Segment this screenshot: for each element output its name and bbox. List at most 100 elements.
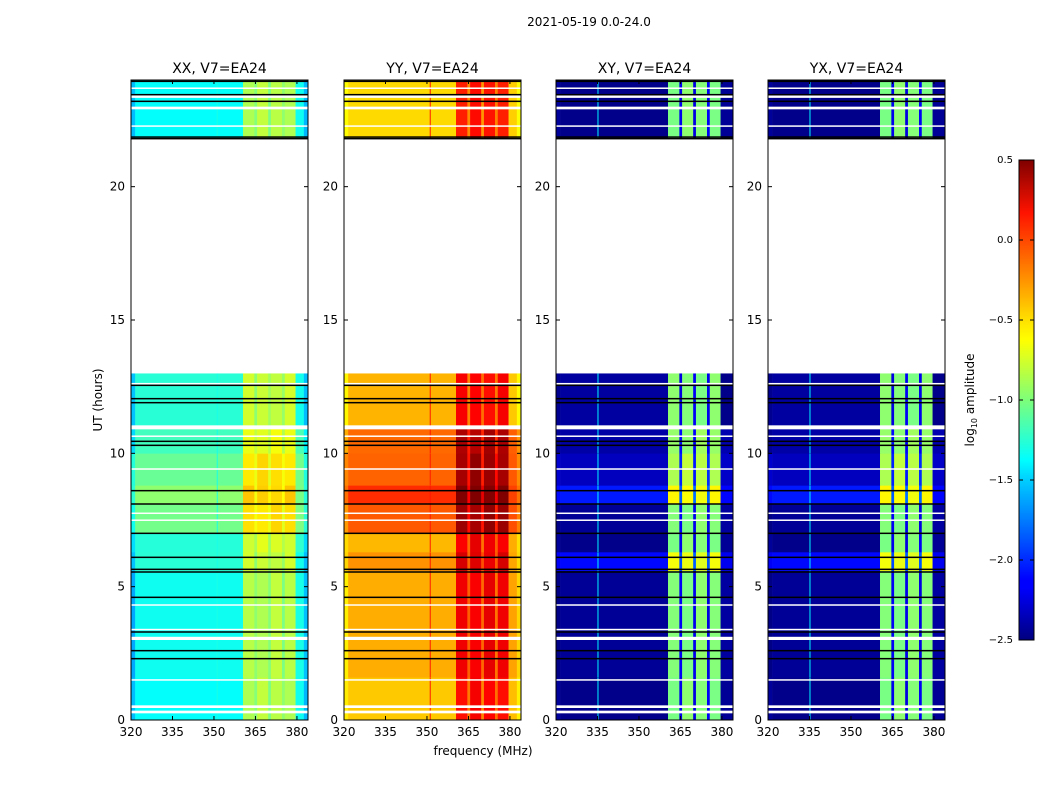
panel-yx: YX, V7=EA24 320 335 350 365 380 0 5 10 15 20: [747, 61, 946, 739]
flagged-gap: [131, 138, 308, 374]
flag-line: [344, 397, 521, 400]
heatmap-cell: [560, 373, 669, 427]
flag-line: [768, 489, 945, 492]
rfi-channel-line: [216, 426, 218, 454]
heatmap-cell: [467, 533, 471, 553]
heatmap-cell: [470, 570, 482, 678]
rfi-channel-line: [809, 426, 811, 454]
heatmap-cell: [456, 373, 468, 427]
heatmap-cell: [707, 373, 711, 427]
flag-line: [131, 631, 308, 633]
heatmap-cell: [679, 677, 683, 721]
flagged-gap: [768, 604, 945, 606]
heatmap-cell: [768, 570, 773, 678]
rfi-channel-line: [809, 552, 811, 571]
heatmap-cell: [932, 677, 942, 721]
heatmap-cell: [295, 426, 305, 454]
x-tick-label: 365: [669, 725, 692, 739]
heatmap-cell: [497, 504, 509, 534]
flag-line: [556, 649, 733, 652]
heatmap-cell: [707, 426, 711, 454]
heatmap-cell: [470, 373, 482, 427]
heatmap-cell: [303, 485, 309, 505]
flagged-gap: [768, 125, 945, 127]
heatmap-cell: [257, 552, 269, 571]
flagged-gap: [556, 425, 733, 430]
heatmap-cell: [668, 677, 680, 721]
heatmap-cell: [894, 570, 906, 678]
flagged-gap: [131, 519, 308, 521]
heatmap-cell: [284, 570, 296, 678]
heatmap-cell: [254, 533, 258, 553]
heatmap-cell: [516, 373, 522, 427]
heatmap-cell: [254, 80, 258, 139]
heatmap-cell: [270, 504, 283, 534]
heatmap-cell: [707, 570, 711, 678]
heatmap-cell: [284, 373, 296, 427]
heatmap-cell: [919, 504, 923, 534]
flagged-gap: [768, 519, 945, 521]
heatmap-cell: [254, 570, 258, 678]
heatmap-cell: [348, 485, 457, 505]
heatmap-cell: [243, 373, 255, 427]
flagged-gap: [131, 604, 308, 606]
heatmap-cell: [481, 504, 485, 534]
heatmap-cell: [481, 570, 485, 678]
heatmap-cell: [682, 533, 694, 553]
y-tick-label: 5: [754, 580, 762, 594]
heatmap-cell: [679, 373, 683, 427]
heatmap-cell: [257, 426, 269, 454]
heatmap-cell: [270, 80, 283, 139]
heatmap-cell: [695, 80, 708, 139]
heatmap-cell: [135, 485, 244, 505]
rfi-channel-line: [216, 533, 218, 552]
heatmap-cell: [344, 426, 349, 454]
flag-line: [344, 596, 521, 599]
heatmap-cell: [135, 373, 244, 427]
heatmap-cell: [919, 80, 923, 139]
heatmap-cell: [348, 552, 457, 571]
x-tick-label: 380: [710, 725, 733, 739]
heatmap-cell: [560, 80, 669, 139]
panel-xy: XY, V7=EA24 320 335 350 365 380 0 5 10 15 20: [535, 61, 734, 739]
heatmap-cell: [303, 677, 309, 721]
heatmap-cell: [768, 426, 773, 454]
heatmap-cell: [679, 533, 683, 553]
heatmap-cell: [508, 677, 518, 721]
flag-line: [768, 444, 945, 447]
rfi-channel-line: [216, 373, 218, 427]
heatmap-cell: [560, 485, 669, 505]
flagged-gap: [131, 382, 308, 385]
heatmap-cell: [483, 80, 496, 139]
x-tick-label: 380: [285, 725, 308, 739]
heatmap-cell: [768, 504, 773, 534]
heatmap-cell: [919, 552, 923, 571]
heatmap-cell: [470, 552, 482, 571]
y-tick-label: 5: [117, 580, 125, 594]
heatmap-cell: [348, 80, 457, 139]
heatmap-cell: [880, 677, 892, 721]
heatmap-cell: [131, 504, 136, 534]
y-tick-label: 5: [542, 580, 550, 594]
flagged-gap: [768, 382, 945, 385]
heatmap-cell: [456, 80, 468, 139]
y-tick-label: 10: [747, 446, 762, 460]
heatmap-cell: [695, 504, 708, 534]
heatmap-cell: [695, 373, 708, 427]
heatmap-cell: [679, 570, 683, 678]
heatmap-cell: [295, 80, 305, 139]
flag-line: [131, 556, 308, 559]
panel-frame: [555, 79, 734, 721]
heatmap-cell: [695, 426, 708, 454]
flag-line: [131, 649, 308, 652]
heatmap-cell: [268, 533, 272, 553]
heatmap-cell: [467, 373, 471, 427]
heatmap-cell: [257, 485, 269, 505]
rfi-channel-line: [809, 533, 811, 552]
heatmap-cell: [556, 533, 561, 553]
heatmap-cell: [891, 80, 895, 139]
heatmap-cell: [268, 373, 272, 427]
flagged-gap: [344, 95, 521, 98]
x-tick-label: 350: [203, 725, 226, 739]
heatmap-cell: [728, 80, 734, 139]
